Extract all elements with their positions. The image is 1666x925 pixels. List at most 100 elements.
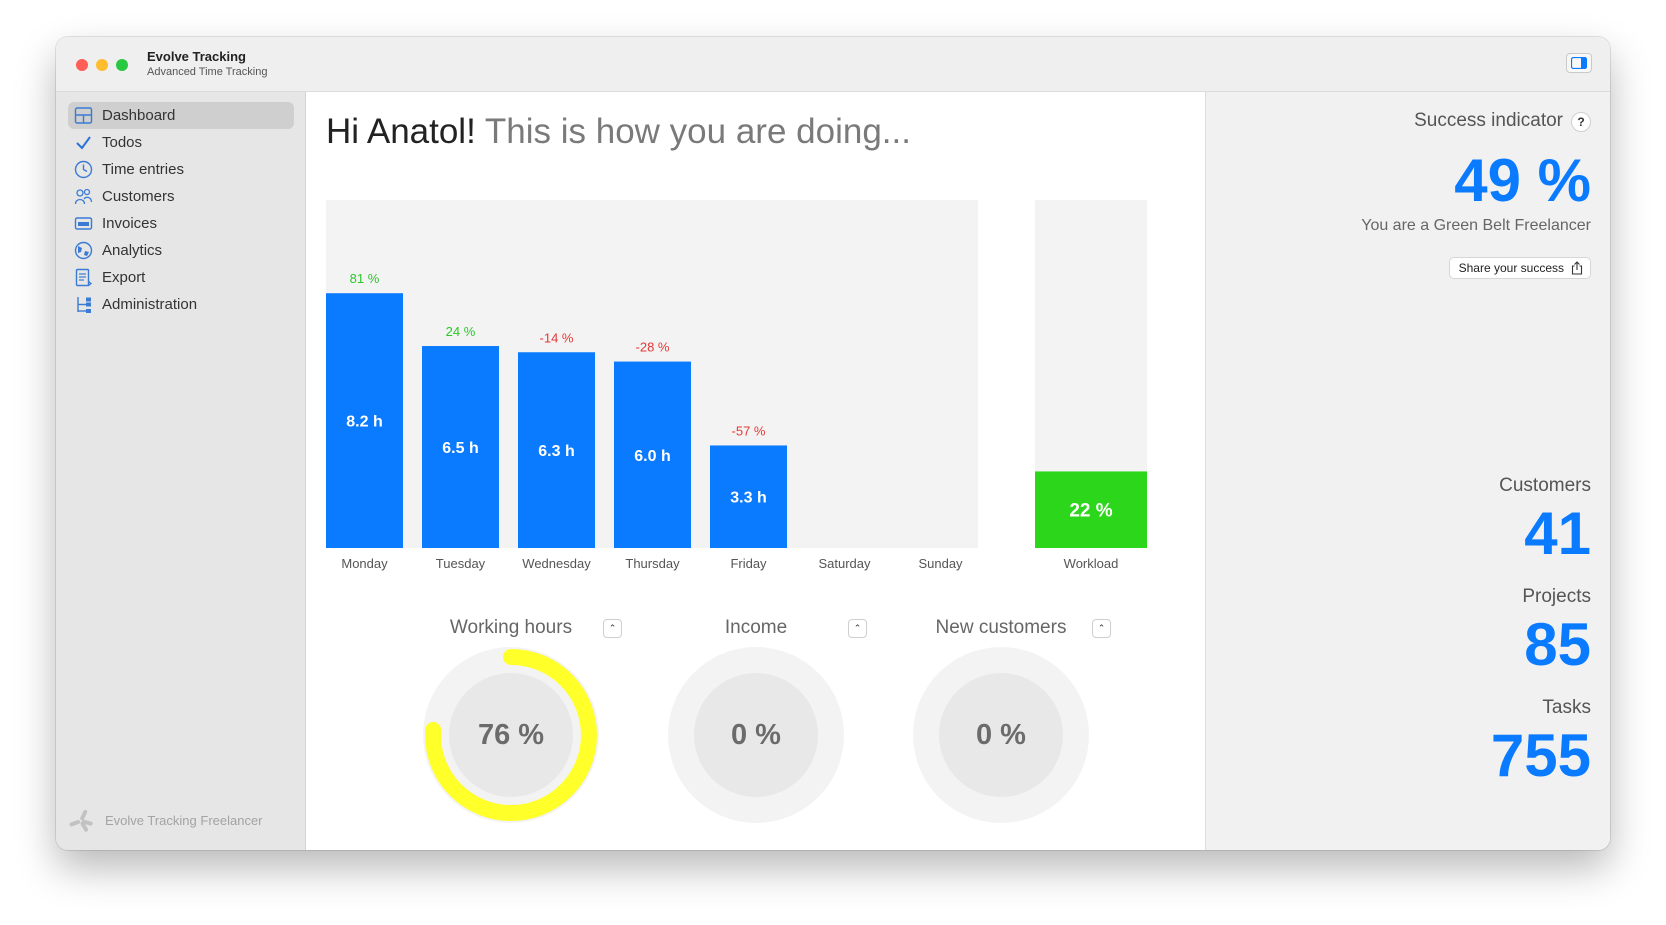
- gauge-ring: [668, 647, 844, 823]
- tasks-label: Tasks: [1542, 697, 1591, 718]
- share-icon: [1571, 261, 1583, 275]
- gauge-value-label: 76 %: [477, 719, 545, 751]
- x-tick-label-monday: Monday: [341, 556, 388, 571]
- gauge-center: [449, 673, 573, 797]
- success-panel: Success indicator ? 49 % You are a Green…: [1205, 92, 1610, 850]
- bar-thursday: [614, 361, 691, 548]
- bar-tuesday: [422, 346, 499, 548]
- working-hours-collapse-button[interactable]: ⌃: [603, 619, 622, 638]
- bar-wednesday: [518, 352, 595, 548]
- x-tick-label-thursday: Thursday: [625, 556, 680, 571]
- help-button[interactable]: ?: [1571, 112, 1591, 132]
- sidebar-item-invoices[interactable]: Invoices: [68, 210, 294, 237]
- gauge-ring: [913, 647, 1089, 823]
- new-customers-gauge: 0 %: [911, 645, 1091, 825]
- title-bar: Evolve Tracking Advanced Time Tracking: [56, 37, 1610, 92]
- gauge-title-income: Income: [724, 617, 788, 638]
- gauge-title-working-hours: Working hours: [449, 617, 573, 638]
- zoom-window-button[interactable]: [116, 59, 128, 71]
- sidebar-item-label: Administration: [102, 296, 198, 313]
- bar-friday: [710, 445, 787, 548]
- dashboard-icon: [74, 107, 93, 124]
- gauge-center: [939, 673, 1063, 797]
- sidebar-item-time-entries[interactable]: Time entries: [68, 156, 294, 183]
- x-tick-label-sunday: Sunday: [918, 556, 963, 571]
- x-tick-label-wednesday: Wednesday: [522, 556, 591, 571]
- clock-icon: [74, 160, 93, 179]
- bar-change-label-monday: 81 %: [350, 271, 380, 286]
- gauge-value-label: 0 %: [976, 719, 1026, 751]
- app-subtitle: Advanced Time Tracking: [147, 66, 268, 78]
- x-tick-label-friday: Friday: [730, 556, 767, 571]
- gauge-center: [694, 673, 818, 797]
- success-indicator-value: 49 %: [1454, 147, 1591, 214]
- bar-value-label-friday: 3.3 h: [730, 490, 766, 507]
- sidebar-item-analytics[interactable]: Analytics: [68, 237, 294, 264]
- page-title: Hi Anatol! This is how you are doing...: [326, 112, 911, 152]
- income-gauge: 0 %: [666, 645, 846, 825]
- sidebar-footer-label: Evolve Tracking Freelancer: [105, 813, 263, 828]
- bar-change-label-friday: -57 %: [732, 423, 766, 438]
- greeting-name: Hi Anatol!: [326, 112, 476, 151]
- workload-bar: [1035, 471, 1147, 548]
- projects-label: Projects: [1522, 586, 1591, 607]
- sidebar-item-label: Time entries: [102, 161, 184, 178]
- dashboard-main: Hi Anatol! This is how you are doing... …: [306, 92, 1204, 850]
- bar-value-label-thursday: 6.0 h: [634, 448, 670, 465]
- bar-change-label-tuesday: 24 %: [446, 324, 476, 339]
- x-tick-label-saturday: Saturday: [818, 556, 871, 571]
- customers-label: Customers: [1499, 475, 1591, 496]
- gauge-title-new-customers: New customers: [935, 617, 1067, 638]
- globe-icon: [74, 241, 93, 260]
- close-window-button[interactable]: [76, 59, 88, 71]
- sidebar: Dashboard Todos Time entries Customers: [56, 92, 306, 850]
- x-tick-label-tuesday: Tuesday: [436, 556, 486, 571]
- bar-monday: [326, 293, 403, 548]
- hierarchy-icon: [77, 297, 91, 313]
- sidebar-item-label: Invoices: [102, 215, 158, 232]
- bar-value-label-wednesday: 6.3 h: [538, 443, 574, 460]
- invoice-icon: [74, 217, 93, 230]
- sidebar-item-label: Customers: [102, 188, 175, 205]
- working-hours-gauge: 76 %: [421, 645, 601, 825]
- bar-value-label-tuesday: 6.5 h: [442, 440, 478, 457]
- sidebar-footer: Evolve Tracking Freelancer: [68, 808, 288, 834]
- bar-change-label-thursday: -28 %: [636, 340, 670, 355]
- income-collapse-button[interactable]: ⌃: [848, 619, 867, 638]
- gauge-progress-arc: [425, 649, 597, 821]
- export-document-icon: [75, 268, 93, 287]
- sidebar-item-label: Export: [102, 269, 146, 286]
- minimize-window-button[interactable]: [96, 59, 108, 71]
- sidebar-item-label: Todos: [102, 134, 143, 151]
- workload-label: Workload: [1064, 556, 1119, 571]
- sidebar-item-export[interactable]: Export: [68, 264, 294, 291]
- customers-value: 41: [1524, 500, 1591, 567]
- toggle-inspector-button[interactable]: [1566, 53, 1592, 73]
- greeting-text: This is how you are doing...: [475, 112, 911, 151]
- people-icon: [74, 188, 93, 205]
- app-title: Evolve Tracking: [147, 49, 246, 64]
- sidebar-item-todos[interactable]: Todos: [68, 129, 294, 156]
- evolve-logo-icon: [69, 809, 93, 832]
- sidebar-item-label: Dashboard: [102, 107, 176, 124]
- app-window: Evolve Tracking Advanced Time Tracking D…: [56, 37, 1610, 850]
- projects-value: 85: [1524, 611, 1591, 678]
- success-indicator-label: Success indicator: [1414, 110, 1563, 131]
- sidebar-item-administration[interactable]: Administration: [68, 291, 294, 318]
- weekly-hours-chart: 8.2 h 81 % Monday 6.5 h 24 % Tuesday 6.3 h -14 …: [326, 200, 1147, 571]
- belt-status-text: You are a Green Belt Freelancer: [1361, 217, 1591, 234]
- share-success-button[interactable]: Share your success: [1448, 257, 1591, 279]
- sidebar-item-customers[interactable]: Customers: [68, 183, 294, 210]
- bar-value-label-monday: 8.2 h: [346, 414, 382, 431]
- bar-change-label-wednesday: -14 %: [540, 330, 574, 345]
- sidebar-item-label: Analytics: [102, 242, 163, 259]
- tasks-value: 755: [1490, 722, 1591, 789]
- gauge-ring: [423, 647, 599, 823]
- share-button-label: Share your success: [1458, 261, 1564, 275]
- checkmark-icon: [76, 136, 91, 150]
- new-customers-collapse-button[interactable]: ⌃: [1092, 619, 1111, 638]
- sidebar-item-dashboard[interactable]: Dashboard: [68, 102, 294, 129]
- gauge-value-label: 0 %: [731, 719, 781, 751]
- sidebar-right-icon: [1571, 57, 1587, 69]
- workload-value-label: 22 %: [1069, 501, 1112, 522]
